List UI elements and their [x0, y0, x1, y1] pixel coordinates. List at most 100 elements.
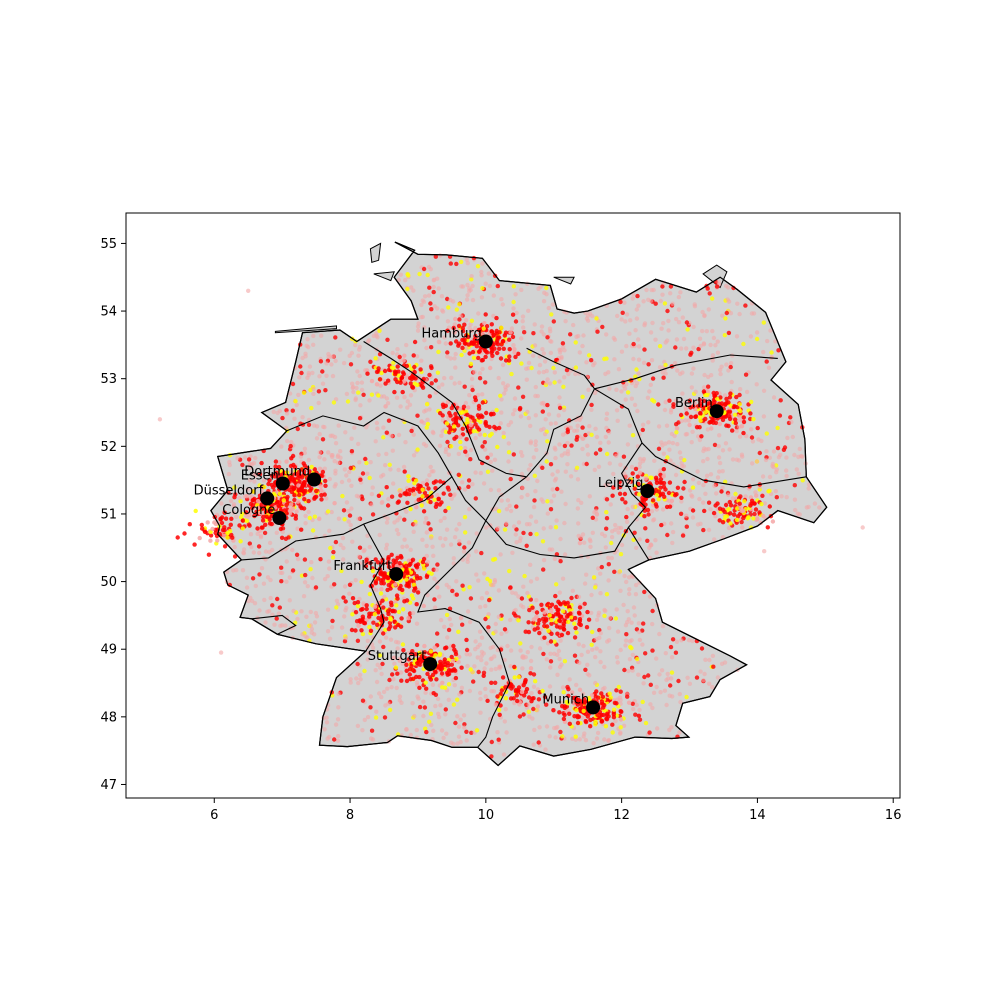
- data-point: [668, 458, 673, 463]
- data-point: [381, 394, 387, 399]
- data-point: [634, 367, 639, 372]
- data-point: [577, 605, 583, 610]
- data-point: [684, 694, 689, 700]
- data-point: [557, 379, 562, 384]
- data-point: [642, 674, 647, 680]
- data-point: [302, 480, 307, 485]
- data-point: [630, 296, 635, 301]
- data-point: [518, 405, 523, 411]
- data-point: [560, 341, 566, 346]
- data-point: [632, 530, 637, 535]
- data-point: [550, 302, 556, 307]
- data-point: [600, 324, 605, 330]
- data-point: [360, 698, 366, 703]
- data-point: [394, 395, 400, 400]
- data-point: [237, 495, 242, 501]
- data-point: [336, 423, 341, 428]
- data-point: [616, 367, 622, 372]
- data-point: [464, 257, 469, 262]
- data-point: [273, 459, 279, 464]
- data-point: [431, 728, 436, 733]
- city-dortmund: Dortmund: [244, 465, 322, 487]
- data-point: [448, 492, 453, 497]
- data-point: [481, 651, 486, 656]
- data-point: [314, 488, 319, 494]
- data-point: [435, 315, 440, 320]
- data-point: [637, 637, 643, 643]
- data-point: [547, 684, 553, 689]
- data-point: [541, 400, 546, 406]
- data-point: [411, 453, 417, 458]
- data-point: [678, 412, 684, 418]
- data-point: [469, 376, 475, 382]
- data-point: [332, 484, 337, 489]
- data-point: [232, 485, 237, 490]
- data-point: [424, 425, 429, 430]
- data-point: [796, 471, 801, 476]
- data-point: [376, 576, 381, 581]
- data-point: [702, 671, 707, 677]
- data-point: [396, 609, 402, 615]
- data-point: [562, 712, 567, 718]
- data-point: [229, 516, 234, 521]
- data-point: [407, 672, 412, 677]
- data-point: [502, 719, 507, 724]
- data-point: [559, 632, 565, 638]
- data-point: [720, 520, 726, 525]
- data-point: [499, 297, 504, 302]
- data-point: [590, 629, 595, 635]
- data-point: [752, 511, 757, 517]
- data-point: [750, 439, 756, 444]
- data-point: [734, 428, 739, 434]
- data-point: [399, 375, 404, 381]
- data-point: [415, 447, 420, 452]
- data-point: [660, 491, 666, 496]
- data-point: [680, 391, 685, 396]
- data-point: [539, 324, 545, 329]
- data-point: [554, 582, 559, 587]
- data-point: [396, 373, 401, 378]
- data-point: [622, 300, 627, 305]
- data-point: [486, 625, 491, 630]
- data-point: [293, 471, 298, 477]
- data-point: [518, 450, 524, 455]
- data-point: [408, 381, 413, 386]
- data-point: [626, 668, 631, 674]
- data-point: [674, 316, 679, 322]
- data-point: [390, 448, 395, 453]
- data-point: [640, 422, 646, 427]
- x-tick-label: 14: [749, 808, 766, 823]
- data-point: [585, 649, 591, 654]
- data-point: [632, 486, 637, 491]
- data-point: [548, 651, 553, 656]
- data-point: [657, 631, 662, 637]
- data-point: [298, 504, 303, 509]
- data-point: [267, 549, 272, 555]
- data-point: [703, 491, 708, 496]
- data-point: [476, 349, 482, 354]
- data-point: [744, 389, 750, 395]
- data-point: [408, 506, 413, 512]
- data-point: [748, 495, 753, 500]
- data-point: [384, 451, 389, 457]
- data-point: [232, 544, 237, 550]
- data-point: [589, 432, 594, 437]
- data-point: [465, 293, 470, 298]
- data-point: [750, 461, 755, 466]
- data-point: [623, 319, 628, 324]
- data-point: [587, 494, 592, 499]
- data-point: [401, 648, 406, 653]
- data-point: [476, 403, 482, 409]
- data-point: [442, 375, 447, 381]
- data-point: [689, 385, 694, 390]
- data-point: [498, 393, 503, 398]
- data-point: [393, 582, 398, 587]
- data-point: [553, 421, 558, 426]
- data-point: [187, 522, 192, 527]
- data-point: [619, 317, 624, 322]
- data-point: [464, 297, 470, 302]
- data-point: [340, 493, 345, 499]
- data-point: [683, 418, 688, 423]
- data-point: [681, 336, 687, 342]
- data-point: [365, 714, 371, 720]
